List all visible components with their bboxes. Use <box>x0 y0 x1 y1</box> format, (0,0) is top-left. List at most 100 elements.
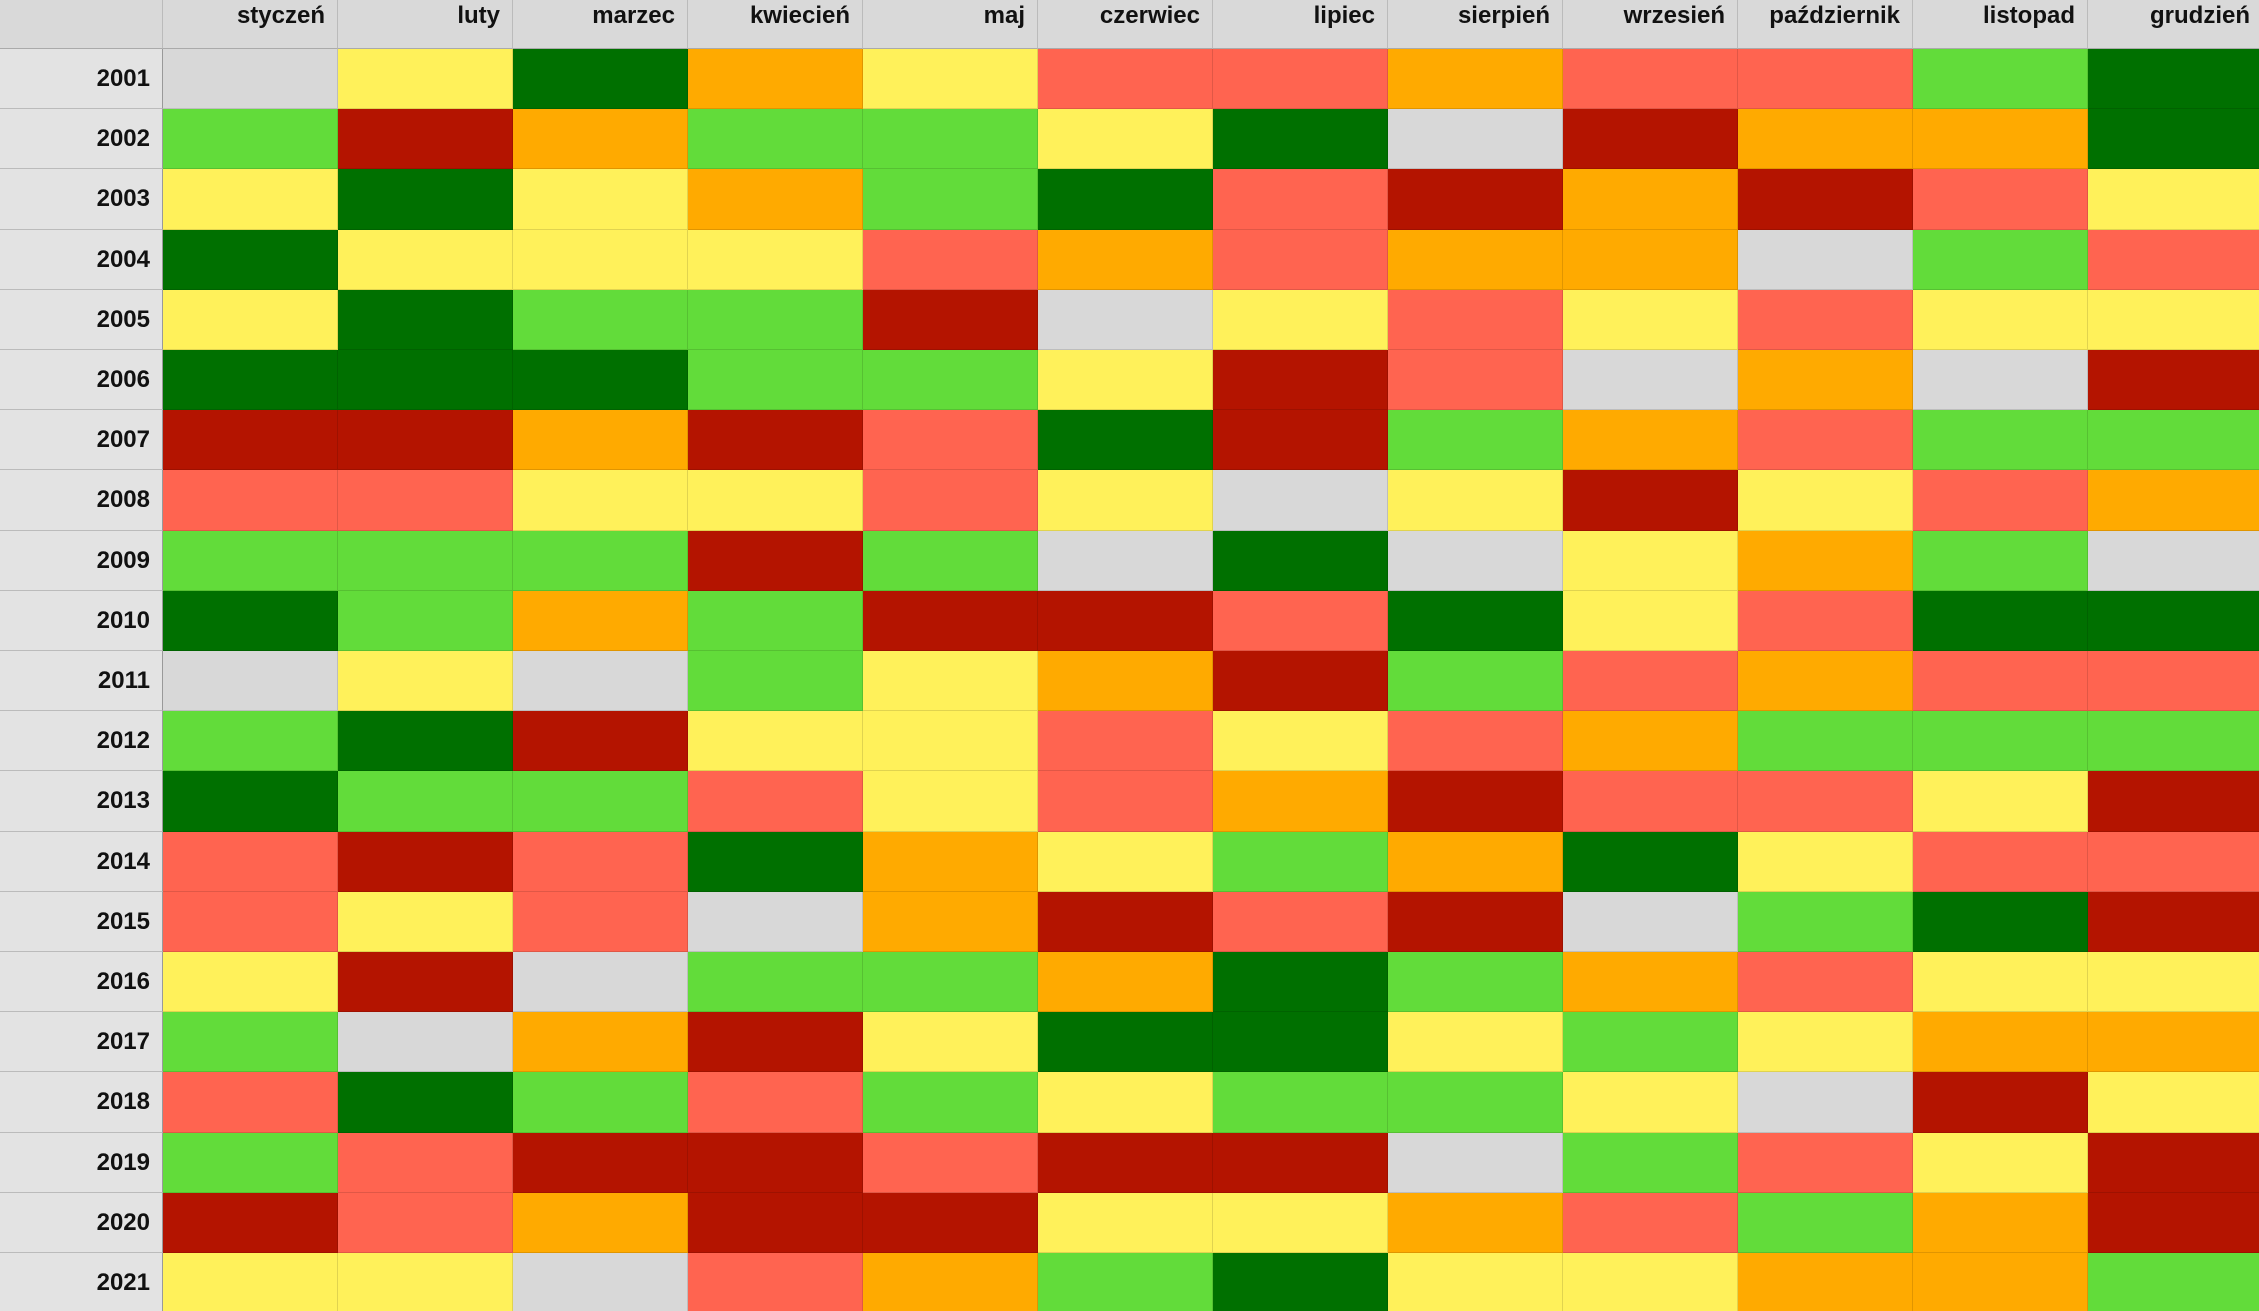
color-cell[interactable] <box>338 1072 513 1133</box>
color-cell[interactable] <box>1038 530 1213 591</box>
row-header[interactable]: 2001 <box>0 49 163 110</box>
column-header[interactable]: listopad <box>1913 0 2088 49</box>
color-cell[interactable] <box>1388 891 1563 952</box>
color-cell[interactable] <box>513 711 688 772</box>
row-header[interactable]: 2002 <box>0 109 163 170</box>
color-cell[interactable] <box>2088 952 2259 1013</box>
color-cell[interactable] <box>1213 590 1388 651</box>
color-cell[interactable] <box>1913 530 2088 591</box>
row-header[interactable]: 2010 <box>0 590 163 651</box>
color-cell[interactable] <box>1563 350 1738 411</box>
color-cell[interactable] <box>1563 891 1738 952</box>
color-cell[interactable] <box>1563 410 1738 471</box>
column-header[interactable]: styczeń <box>163 0 338 49</box>
color-cell[interactable] <box>1213 229 1388 290</box>
color-cell[interactable] <box>688 1012 863 1073</box>
column-header[interactable]: luty <box>338 0 513 49</box>
color-cell[interactable] <box>163 1192 338 1253</box>
color-cell[interactable] <box>338 49 513 110</box>
color-cell[interactable] <box>1738 229 1913 290</box>
color-cell[interactable] <box>338 1192 513 1253</box>
color-cell[interactable] <box>1913 229 2088 290</box>
color-cell[interactable] <box>338 470 513 531</box>
column-header[interactable]: kwiecień <box>688 0 863 49</box>
color-cell[interactable] <box>1213 470 1388 531</box>
row-header[interactable]: 2015 <box>0 891 163 952</box>
color-cell[interactable] <box>1738 651 1913 712</box>
color-cell[interactable] <box>1913 891 2088 952</box>
color-cell[interactable] <box>1913 771 2088 832</box>
color-cell[interactable] <box>863 109 1038 170</box>
row-header[interactable]: 2016 <box>0 952 163 1013</box>
color-cell[interactable] <box>688 831 863 892</box>
color-cell[interactable] <box>1913 952 2088 1013</box>
color-cell[interactable] <box>1563 1132 1738 1193</box>
color-cell[interactable] <box>688 1192 863 1253</box>
color-cell[interactable] <box>338 109 513 170</box>
color-cell[interactable] <box>1913 1132 2088 1193</box>
color-cell[interactable] <box>1913 590 2088 651</box>
color-cell[interactable] <box>1388 590 1563 651</box>
color-cell[interactable] <box>2088 109 2259 170</box>
color-cell[interactable] <box>1913 350 2088 411</box>
color-cell[interactable] <box>688 530 863 591</box>
color-cell[interactable] <box>1388 1072 1563 1133</box>
color-cell[interactable] <box>2088 771 2259 832</box>
color-cell[interactable] <box>688 470 863 531</box>
color-cell[interactable] <box>863 169 1038 230</box>
color-cell[interactable] <box>1213 711 1388 772</box>
color-cell[interactable] <box>688 1072 863 1133</box>
color-cell[interactable] <box>1388 49 1563 110</box>
color-cell[interactable] <box>1388 470 1563 531</box>
color-cell[interactable] <box>513 831 688 892</box>
color-cell[interactable] <box>1563 1012 1738 1073</box>
color-cell[interactable] <box>1038 1132 1213 1193</box>
color-cell[interactable] <box>163 651 338 712</box>
color-cell[interactable] <box>163 1253 338 1311</box>
color-cell[interactable] <box>1388 169 1563 230</box>
color-cell[interactable] <box>1388 1012 1563 1073</box>
color-cell[interactable] <box>1738 1072 1913 1133</box>
color-cell[interactable] <box>688 891 863 952</box>
color-cell[interactable] <box>688 49 863 110</box>
color-cell[interactable] <box>1738 590 1913 651</box>
color-cell[interactable] <box>1213 891 1388 952</box>
color-cell[interactable] <box>163 771 338 832</box>
color-cell[interactable] <box>338 410 513 471</box>
color-cell[interactable] <box>1913 831 2088 892</box>
column-header[interactable]: grudzień <box>2088 0 2259 49</box>
color-cell[interactable] <box>1913 1253 2088 1311</box>
color-cell[interactable] <box>1213 831 1388 892</box>
color-cell[interactable] <box>1738 711 1913 772</box>
color-cell[interactable] <box>1388 952 1563 1013</box>
color-cell[interactable] <box>513 952 688 1013</box>
color-cell[interactable] <box>2088 169 2259 230</box>
color-cell[interactable] <box>338 1012 513 1073</box>
color-cell[interactable] <box>863 1192 1038 1253</box>
color-cell[interactable] <box>863 590 1038 651</box>
color-cell[interactable] <box>1913 1012 2088 1073</box>
color-cell[interactable] <box>163 109 338 170</box>
color-cell[interactable] <box>688 952 863 1013</box>
color-cell[interactable] <box>338 952 513 1013</box>
color-cell[interactable] <box>863 651 1038 712</box>
color-cell[interactable] <box>1563 1192 1738 1253</box>
color-cell[interactable] <box>1913 49 2088 110</box>
color-cell[interactable] <box>338 530 513 591</box>
color-cell[interactable] <box>1213 771 1388 832</box>
color-cell[interactable] <box>1388 1253 1563 1311</box>
color-cell[interactable] <box>1213 169 1388 230</box>
color-cell[interactable] <box>163 711 338 772</box>
color-cell[interactable] <box>338 169 513 230</box>
color-cell[interactable] <box>2088 530 2259 591</box>
color-cell[interactable] <box>1563 470 1738 531</box>
color-cell[interactable] <box>338 651 513 712</box>
color-cell[interactable] <box>163 891 338 952</box>
color-cell[interactable] <box>2088 350 2259 411</box>
color-cell[interactable] <box>1388 711 1563 772</box>
color-cell[interactable] <box>863 1072 1038 1133</box>
color-cell[interactable] <box>688 711 863 772</box>
color-cell[interactable] <box>513 49 688 110</box>
color-cell[interactable] <box>1563 289 1738 350</box>
color-cell[interactable] <box>163 530 338 591</box>
